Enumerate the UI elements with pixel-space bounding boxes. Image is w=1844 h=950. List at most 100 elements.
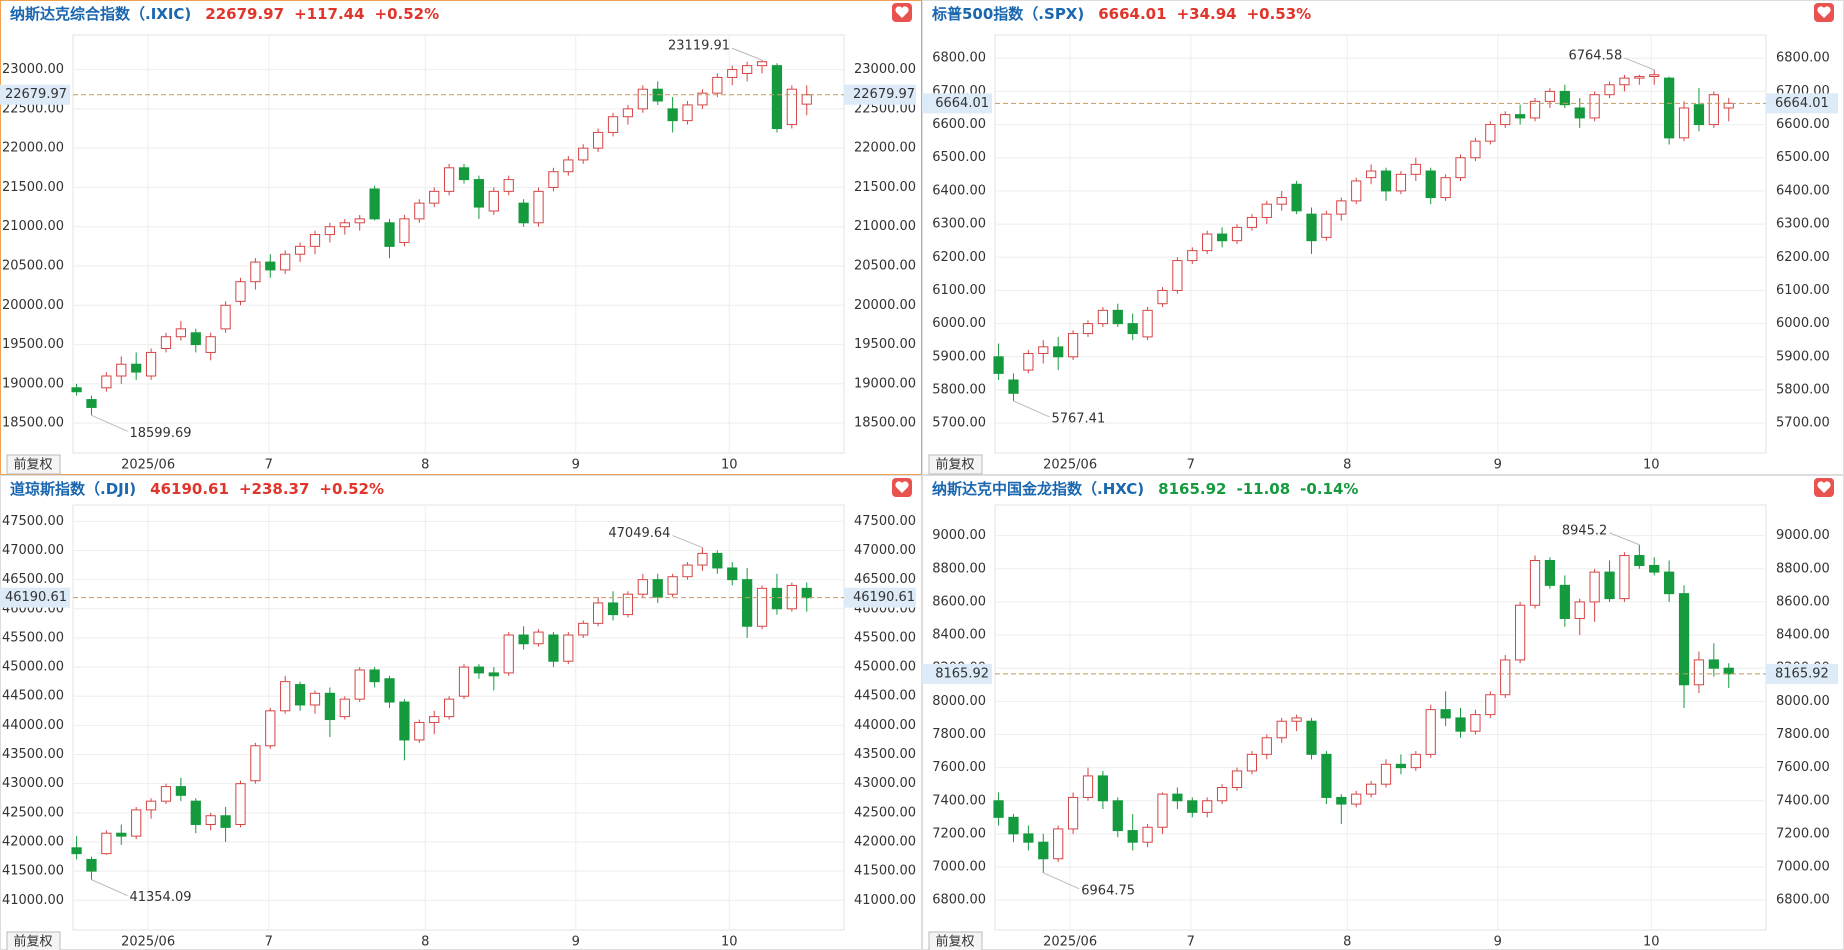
adjust-button-label[interactable]: 前复权 <box>13 934 52 950</box>
x-tick-label: 7 <box>265 935 273 950</box>
candle-body <box>1306 213 1317 242</box>
candle-body <box>786 88 797 126</box>
price-tag-left: 46190.61 <box>5 590 67 605</box>
candle-body <box>1023 352 1034 371</box>
candle-body <box>71 847 82 855</box>
adjust-button-bg[interactable] <box>6 454 61 475</box>
candle-body <box>1515 604 1526 661</box>
candle-body <box>131 809 142 837</box>
price: 8165.92 <box>1158 480 1226 498</box>
y-tick-label-left: 42000.00 <box>2 834 64 849</box>
chart-panel: 标普500指数（.SPX) 6664.01 +34.94 +0.53% 5700.00 5… <box>922 0 1844 475</box>
y-tick-label-left: 6800.00 <box>932 51 986 66</box>
y-tick-label-left: 5800.00 <box>932 382 986 397</box>
candle-body <box>384 678 395 703</box>
adjust-button-label[interactable]: 前复权 <box>935 934 974 950</box>
y-tick-label-right: 43000.00 <box>854 776 916 791</box>
y-tick-label-left: 6400.00 <box>932 183 986 198</box>
adjust-button-label[interactable]: 前复权 <box>13 457 52 473</box>
candle-body <box>637 88 648 110</box>
candle-body <box>473 179 485 208</box>
panel-border <box>0 475 922 950</box>
y-tick-label-left: 43000.00 <box>2 776 64 791</box>
adjust-button-bg[interactable] <box>6 931 61 950</box>
candle-body <box>1082 323 1094 335</box>
y-tick-label-right: 41000.00 <box>854 893 916 908</box>
candle-body <box>1246 216 1258 228</box>
adjust-button-bg[interactable] <box>928 454 983 475</box>
favorite-heart[interactable] <box>1817 481 1831 493</box>
candle-body <box>503 634 514 674</box>
adjust-button-label[interactable]: 前复权 <box>935 457 974 473</box>
favorite-button[interactable] <box>1814 478 1834 497</box>
adjust-button[interactable]: 前复权 <box>928 454 983 475</box>
y-tick-label-left: 19500.00 <box>2 337 64 352</box>
candle-body <box>339 698 350 718</box>
candle-body <box>1604 84 1615 96</box>
candle-body <box>1276 720 1287 739</box>
favorite-heart[interactable] <box>895 481 909 493</box>
y-tick-label-right: 21500.00 <box>854 180 916 195</box>
panel-header: 道琼斯指数（.DJI) 46190.61 +238.37 +0.52% <box>10 480 384 498</box>
y-tick-label-left: 8000.00 <box>932 694 986 709</box>
y-tick-label-left: 19000.00 <box>2 376 64 391</box>
adjust-button-bg[interactable] <box>928 931 983 950</box>
candle-body <box>697 92 708 106</box>
favorite-heart[interactable] <box>895 6 909 18</box>
y-tick-label-left: 7200.00 <box>932 826 986 841</box>
price-tag-left-bg <box>922 663 992 684</box>
y-tick-label-right: 41500.00 <box>854 864 916 879</box>
candle-body <box>1529 560 1541 606</box>
favorite-button[interactable] <box>892 478 912 497</box>
x-tick-label: 9 <box>572 458 580 473</box>
candle-body <box>1231 770 1243 789</box>
favorite-heart[interactable] <box>1817 6 1831 18</box>
candle-body <box>1187 800 1198 813</box>
candle-body <box>1485 124 1496 142</box>
change-pct: -0.14% <box>1300 480 1358 498</box>
candle-body <box>1500 659 1511 696</box>
candle-body <box>1321 213 1332 238</box>
candle-body <box>250 745 261 782</box>
candle-body <box>727 567 738 581</box>
x-tick-label: 8 <box>421 935 429 950</box>
candle-body <box>1574 107 1585 119</box>
y-tick-label-right: 47000.00 <box>854 543 916 558</box>
candle-body <box>1529 100 1541 119</box>
candle-body <box>697 552 708 566</box>
candle-body <box>265 261 276 271</box>
y-tick-label-left: 8400.00 <box>932 628 986 643</box>
chart-panel: 纳斯达克综合指数（.IXIC) 22679.97 +117.44 +0.52% 1850… <box>0 0 922 475</box>
candle-body <box>1410 753 1421 769</box>
candle-body <box>1053 828 1064 860</box>
y-tick-label-right: 7000.00 <box>1776 860 1830 875</box>
candle-body <box>1380 763 1392 785</box>
candle-body <box>131 363 142 373</box>
candle-body <box>1157 289 1168 305</box>
candle-body <box>1351 793 1362 805</box>
candle-body <box>1708 94 1719 126</box>
y-tick-label-left: 6100.00 <box>932 283 986 298</box>
candle-body <box>1172 260 1183 291</box>
y-tick-label-right: 22500.00 <box>854 101 916 116</box>
favorite-button[interactable] <box>1814 3 1834 22</box>
favorite-button[interactable] <box>892 3 912 22</box>
x-tick-label: 9 <box>1494 935 1502 950</box>
adjust-button[interactable]: 前复权 <box>928 931 983 950</box>
min-pointer <box>1043 872 1080 890</box>
candle-body <box>1053 346 1064 358</box>
y-tick-label-right: 42500.00 <box>854 805 916 820</box>
price-tag-right: 6664.01 <box>1775 96 1829 111</box>
candle-body <box>1231 226 1243 242</box>
y-tick-label-left: 6300.00 <box>932 217 986 232</box>
candle-body <box>175 328 187 338</box>
candle-body <box>488 672 499 677</box>
candle-body <box>235 783 246 825</box>
max-label: 8945.2 <box>1562 523 1608 538</box>
adjust-button[interactable]: 前复权 <box>6 931 61 950</box>
candle-body <box>1708 659 1719 669</box>
candle-body <box>756 587 768 627</box>
panel-border <box>922 0 1844 475</box>
adjust-button[interactable]: 前复权 <box>6 454 61 475</box>
candle-body <box>399 218 410 243</box>
